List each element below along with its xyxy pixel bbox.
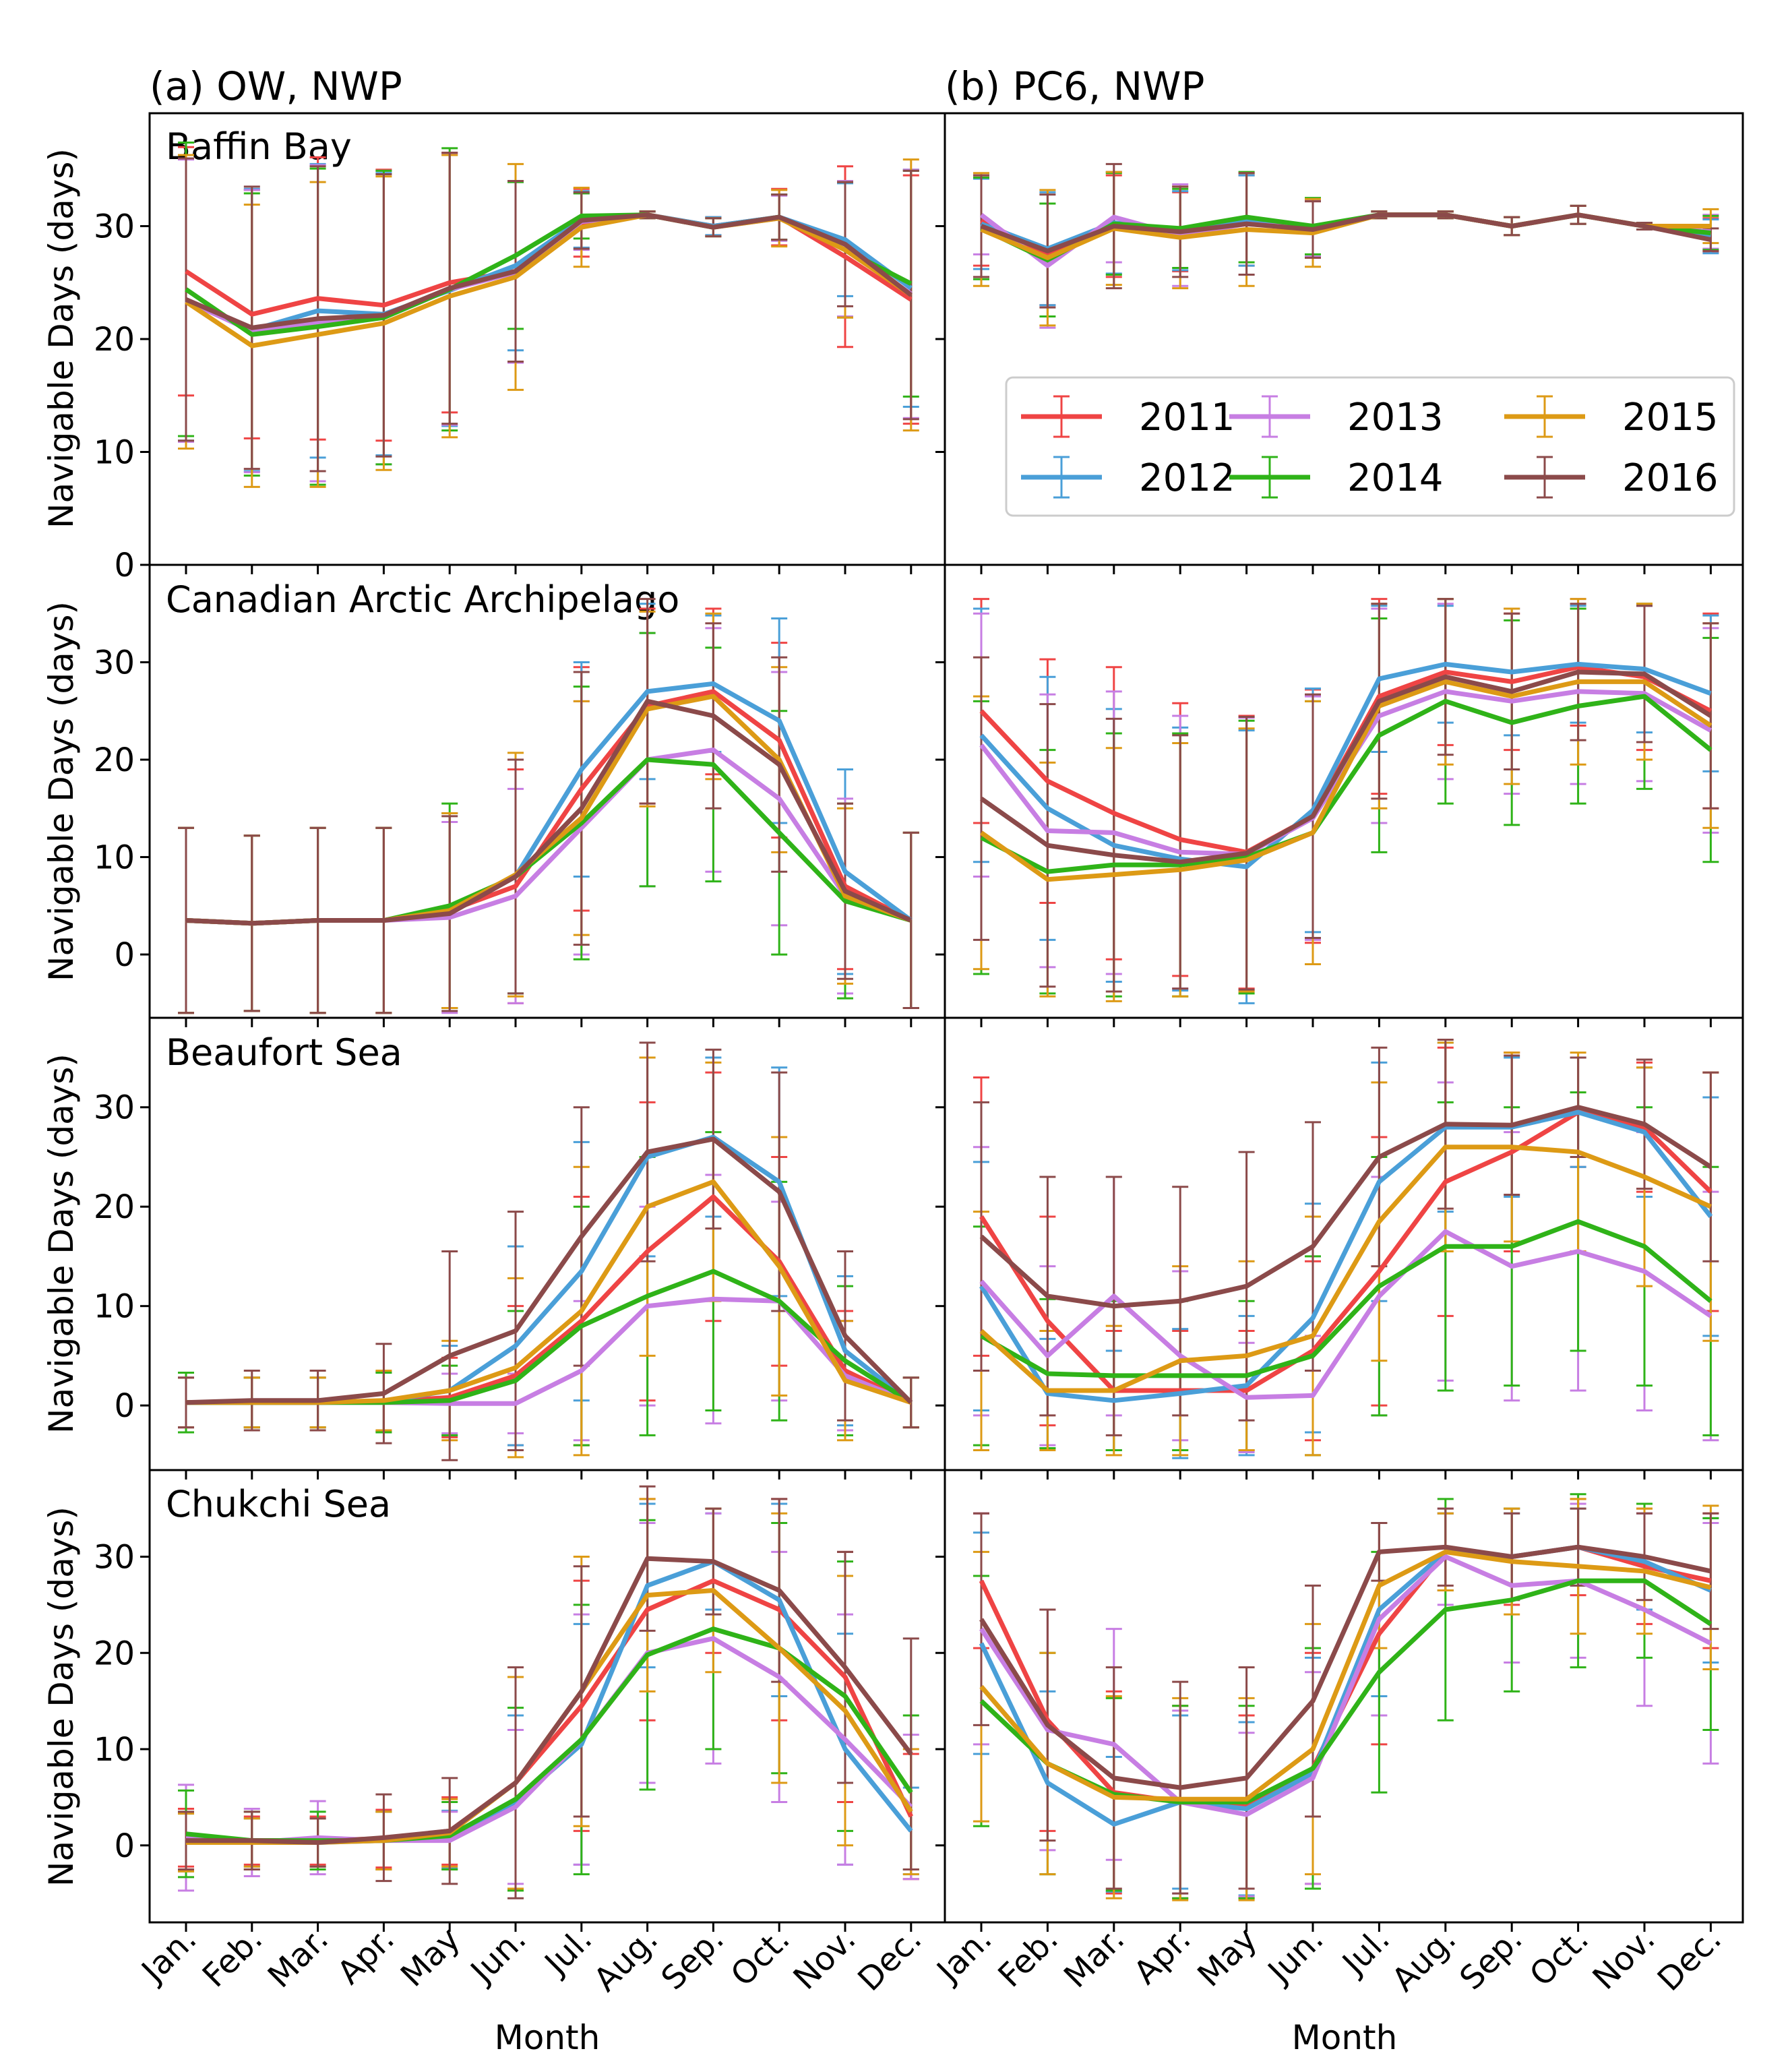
y-tick-label: 20 <box>94 1188 135 1226</box>
series-line-2015 <box>979 1145 1712 1393</box>
series-line-2016 <box>979 1105 1712 1309</box>
column-title-right: (b) PC6, NWP <box>945 63 1204 109</box>
y-tick-label: 0 <box>114 1827 135 1865</box>
y-tick-label: 20 <box>94 741 135 779</box>
series-line-2015 <box>979 1549 1712 1802</box>
column-title-left: (a) OW, NWP <box>150 63 402 109</box>
panel-5 <box>178 1041 919 1461</box>
y-axis-title-row4: Navigable Days (days) <box>42 1506 81 1887</box>
region-title-baffin-bay: Baffin Bay <box>166 125 352 168</box>
legend-label-2012: 2012 <box>1139 456 1235 500</box>
series-line-2012 <box>979 1109 1713 1403</box>
y-tick-label: 20 <box>94 1635 135 1672</box>
region-title-chukchi-sea: Chukchi Sea <box>166 1483 391 1525</box>
panel-2 <box>973 162 1719 329</box>
y-tick-label: 10 <box>94 1731 135 1769</box>
y-tick-label: 20 <box>94 321 135 359</box>
region-title-beaufort-sea: Beaufort Sea <box>166 1031 402 1074</box>
series-line-2016 <box>979 1544 1712 1790</box>
series-line-2016 <box>185 698 913 926</box>
y-tick-label: 30 <box>94 644 135 682</box>
panel-4 <box>973 598 1719 1004</box>
y-axis-title-row1: Navigable Days (days) <box>42 148 81 528</box>
panel-6 <box>973 1038 1719 1459</box>
series-line-2016 <box>980 212 1712 253</box>
y-tick-label: 30 <box>94 1089 135 1127</box>
y-tick-label: 0 <box>114 547 135 584</box>
x-axis-title-left: Month <box>495 2018 600 2057</box>
y-tick-label: 30 <box>94 208 135 246</box>
series-line-2012 <box>979 661 1712 870</box>
legend-label-2015: 2015 <box>1622 396 1719 439</box>
series-line-2013 <box>979 1554 1712 1817</box>
region-title-canadian-arctic-archipelago: Canadian Arctic Archipelago <box>166 578 679 621</box>
y-axis-title-row3: Navigable Days (days) <box>42 1054 81 1434</box>
legend: 2011 2012 2013 2014 2015 2016 <box>1005 376 1735 517</box>
y-axis-title-row2: Navigable Days (days) <box>42 601 81 981</box>
y-tick-label: 30 <box>94 1538 135 1576</box>
panel-1 <box>178 142 919 488</box>
panel-8 <box>973 1493 1719 1901</box>
y-tick-label: 10 <box>94 1288 135 1326</box>
panel-7 <box>178 1485 919 1899</box>
y-tick-label: 0 <box>114 936 135 974</box>
series-line-2016 <box>186 1556 913 1845</box>
legend-box <box>1005 376 1735 517</box>
frame-chukchi-right <box>944 1469 1744 1924</box>
legend-label-2011: 2011 <box>1139 396 1235 439</box>
x-axis-title-right: Month <box>1292 2018 1398 2057</box>
series-line-2016 <box>185 1136 913 1405</box>
panel-3 <box>178 598 919 1014</box>
series-line-2015 <box>979 679 1712 882</box>
legend-label-2014: 2014 <box>1347 456 1444 500</box>
legend-label-2016: 2016 <box>1622 456 1719 500</box>
series-line-2014 <box>980 1219 1712 1378</box>
y-tick-label: 10 <box>94 434 135 472</box>
series-line-2016 <box>979 669 1712 865</box>
legend-label-2013: 2013 <box>1347 396 1444 439</box>
y-tick-label: 0 <box>114 1387 135 1425</box>
y-tick-label: 10 <box>94 839 135 877</box>
series-line-2016 <box>185 212 913 330</box>
series-line-2014 <box>980 694 1712 874</box>
plots <box>178 142 1719 1901</box>
